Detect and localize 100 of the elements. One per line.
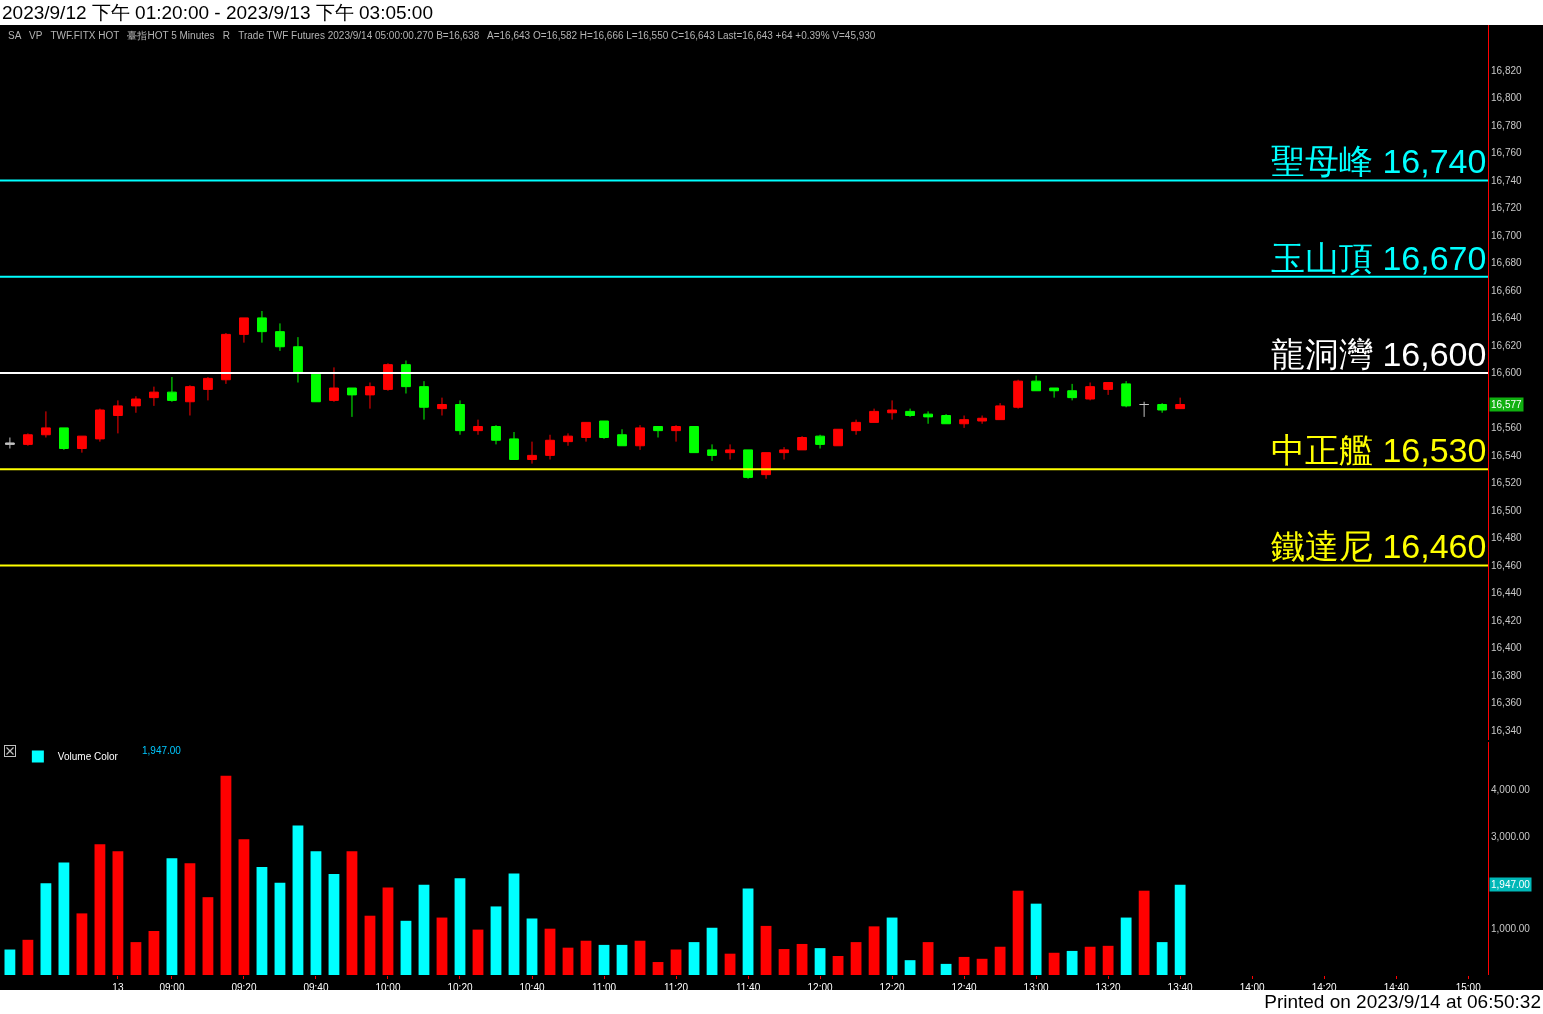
candlestick [1013,379,1024,410]
bar [400,920,412,975]
bar [940,963,952,975]
candlestick [401,360,411,394]
candlestick [941,413,951,425]
candlestick [617,428,627,447]
candlestick [4,437,15,449]
candlestick [1175,397,1186,410]
bar [778,949,790,975]
y-tick-label: 3,000.00 [1491,830,1531,842]
candlestick [995,402,1006,421]
candlestick [761,452,771,480]
bar [94,844,106,975]
candlestick [95,408,105,443]
candlestick [1139,401,1150,418]
bar [40,883,52,975]
bar [130,942,142,975]
bar [148,930,160,975]
bar [526,918,538,975]
candlestick [59,427,69,451]
bar [1084,946,1096,975]
candlestick [977,415,988,425]
y-tick-label: 16,800 [1491,92,1523,104]
bar [490,906,502,975]
y-tick-label: 16,480 [1491,532,1523,544]
bar [886,917,898,975]
bar [958,956,970,975]
candlestick [113,399,123,434]
bar [328,874,340,975]
text: Printed on 2023/9/14 at 06:50:32 [1264,990,1541,1014]
candlestick [581,421,591,443]
bar [1066,950,1078,975]
bar [1174,884,1186,975]
candlestick [365,382,375,410]
bar [832,956,844,975]
ref-line-label: 聖母峰 16,740 [1271,142,1487,180]
candlestick [779,446,789,460]
candlestick [257,310,267,344]
y-tick-label: 16,600 [1491,367,1523,379]
candlestick [797,435,807,451]
y-tick-label: 16,400 [1491,642,1523,654]
bar [22,939,34,975]
bar [1138,890,1150,975]
bar [598,944,610,975]
bar [562,947,574,975]
y-tick-label: 16,640 [1491,312,1523,324]
y-tick-label: 16,740 [1491,174,1523,186]
y-tick-label: 16,700 [1491,229,1523,241]
candlestick [905,408,915,418]
bar [724,953,736,975]
bar [1120,917,1132,975]
candlestick [1103,382,1114,396]
bar [166,858,178,975]
bar [1048,952,1060,975]
y-tick-label: 1,000.00 [1491,923,1531,935]
y-tick-label: 16,680 [1491,257,1523,269]
y-tick-label: 16,520 [1491,477,1523,489]
text: 1,947.00 [1491,879,1531,890]
bar [274,882,286,975]
ref-line-label: 龍洞灣 16,600 [1271,335,1487,373]
bar [634,940,646,975]
bar [1030,903,1042,975]
bar [760,925,772,975]
bar [310,851,322,975]
candlestick [833,428,843,447]
ref-line-label: 玉山頂 16,670 [1271,239,1487,277]
candlestick [1031,375,1042,392]
candlestick [707,443,717,462]
y-tick-label: 16,560 [1491,422,1523,434]
candlestick [473,419,483,436]
candlestick [239,317,249,344]
candlestick [1067,383,1078,401]
bar [472,929,484,975]
ref-line-label: 鐵達尼 16,460 [1271,527,1487,565]
bar [868,926,880,975]
y-tick-label: 16,460 [1491,559,1523,571]
bar [4,949,16,975]
bar [814,948,826,975]
bar [508,873,520,975]
bar [616,944,628,975]
bar [976,958,988,975]
candlestick [77,435,87,454]
candlestick [599,420,609,440]
y-tick-label: 16,340 [1491,724,1523,736]
candlestick [437,397,447,416]
candlestick [635,424,645,451]
candlestick [293,336,303,383]
candlestick [383,362,393,392]
candlestick [887,399,897,421]
bar [1012,890,1024,975]
bar [76,913,88,975]
candlestick [689,426,699,454]
bar [652,962,664,975]
candlestick [22,432,33,447]
candlestick [653,426,663,438]
candlestick [329,366,339,403]
candlestick [167,376,177,403]
bar [544,928,556,975]
candlestick [347,387,357,418]
bar [1156,942,1168,975]
